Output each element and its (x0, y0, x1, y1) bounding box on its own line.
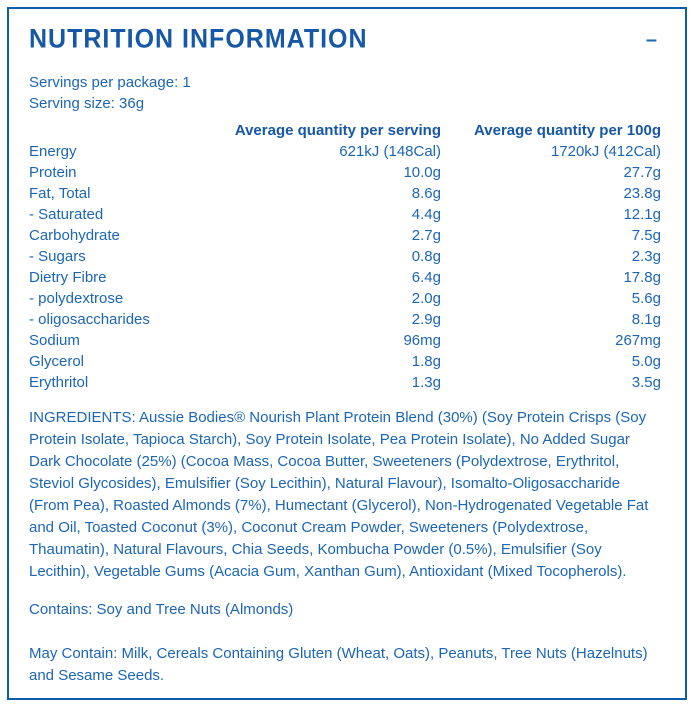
serving-size: Serving size: 36g (29, 95, 145, 112)
row-label: Dietry Fibre (29, 269, 107, 286)
table-row: Protein 10.0g 27.7g (29, 162, 661, 183)
row-per-serving: 1.3g (411, 374, 441, 391)
row-per-serving: 1.8g (411, 353, 441, 370)
row-per-100g: 8.1g (631, 311, 661, 328)
table-row: Erythritol 1.3g 3.5g (29, 372, 661, 393)
page-title: NUTRITION INFORMATION (29, 23, 368, 55)
row-label: - Sugars (29, 248, 86, 265)
table-row: Energy 621kJ (148Cal) 1720kJ (412Cal) (29, 141, 661, 162)
row-per-100g: 23.8g (623, 185, 661, 202)
nutrition-table: Average quantity per serving Average qua… (29, 120, 661, 393)
row-per-serving: 6.4g (411, 269, 441, 286)
table-row: Carbohydrate 2.7g 7.5g (29, 225, 661, 246)
row-label: - polydextrose (29, 290, 124, 307)
table-header-row: Average quantity per serving Average qua… (29, 120, 661, 141)
panel-header: NUTRITION INFORMATION – (29, 23, 661, 55)
table-row: - Sugars 0.8g 2.3g (29, 246, 661, 267)
row-label: - oligosaccharides (29, 311, 150, 328)
contains-statement: Contains: Soy and Tree Nuts (Almonds) (29, 601, 294, 618)
row-label: Erythritol (29, 374, 89, 391)
row-per-serving: 96mg (403, 332, 441, 349)
table-row: Dietry Fibre 6.4g 17.8g (29, 267, 661, 288)
table-row: - polydextrose 2.0g 5.6g (29, 288, 661, 309)
row-per-100g: 12.1g (623, 206, 661, 223)
table-row: Glycerol 1.8g 5.0g (29, 351, 661, 372)
servings-per-package: Servings per package: 1 (29, 74, 191, 91)
row-label: Sodium (29, 332, 80, 349)
row-per-100g: 267mg (615, 332, 661, 349)
nutrition-panel: NUTRITION INFORMATION – Servings per pac… (7, 7, 687, 700)
row-label: Fat, Total (29, 185, 91, 202)
row-per-100g: 7.5g (631, 227, 661, 244)
row-label: Glycerol (29, 353, 85, 370)
row-per-serving: 4.4g (411, 206, 441, 223)
row-per-serving: 0.8g (411, 248, 441, 265)
row-label: Carbohydrate (29, 227, 120, 244)
row-per-100g: 3.5g (631, 374, 661, 391)
table-row: - Saturated 4.4g 12.1g (29, 204, 661, 225)
table-row: Fat, Total 8.6g 23.8g (29, 183, 661, 204)
row-label: - Saturated (29, 206, 104, 223)
row-per-serving: 2.7g (411, 227, 441, 244)
row-per-100g: 5.0g (631, 353, 661, 370)
row-per-serving: 8.6g (411, 185, 441, 202)
row-per-100g: 1720kJ (412Cal) (550, 143, 661, 160)
row-label: Energy (29, 143, 77, 160)
row-per-100g: 5.6g (631, 290, 661, 307)
collapse-minus-icon[interactable]: – (645, 28, 657, 51)
may-contain-statement: May Contain: Milk, Cereals Containing Gl… (29, 645, 648, 684)
table-row: - oligosaccharides 2.9g 8.1g (29, 309, 661, 330)
serving-info: Servings per package: 1 Serving size: 36… (29, 72, 661, 114)
row-per-100g: 27.7g (623, 164, 661, 181)
row-label: Protein (29, 164, 77, 181)
ingredients-text: INGREDIENTS: Aussie Bodies® Nourish Plan… (29, 409, 649, 580)
row-per-serving: 621kJ (148Cal) (339, 143, 441, 160)
column-header-per-100g: Average quantity per 100g (473, 122, 661, 139)
column-header-per-serving: Average quantity per serving (234, 122, 441, 139)
table-row: Sodium 96mg 267mg (29, 330, 661, 351)
row-per-100g: 2.3g (631, 248, 661, 265)
row-per-100g: 17.8g (623, 269, 661, 286)
row-per-serving: 2.9g (411, 311, 441, 328)
row-per-serving: 10.0g (403, 164, 441, 181)
row-per-serving: 2.0g (411, 290, 441, 307)
